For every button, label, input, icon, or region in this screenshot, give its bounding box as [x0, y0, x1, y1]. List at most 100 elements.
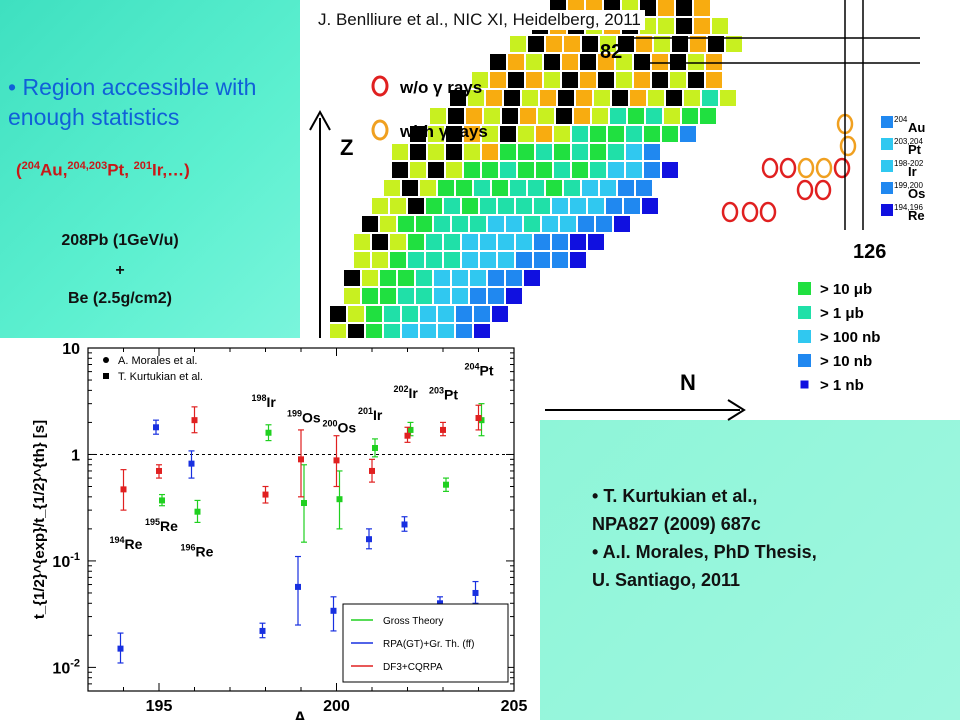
data-point — [159, 497, 165, 504]
map-cell — [504, 90, 520, 106]
map-cell — [522, 90, 538, 106]
data-point — [443, 481, 449, 488]
identified-nuclide-circle — [833, 157, 851, 179]
map-cell — [384, 306, 400, 322]
map-cell — [470, 216, 486, 232]
map-cell — [472, 72, 488, 88]
map-cell — [372, 198, 388, 214]
xs-legend-label: > 1 nb — [820, 377, 864, 394]
z-axis-label: Z — [340, 135, 353, 160]
iso-mass: 199,200 — [894, 181, 923, 190]
data-point — [301, 499, 307, 506]
map-cell — [626, 144, 642, 160]
map-cell — [456, 324, 472, 340]
map-cell — [608, 144, 624, 160]
map-cell — [626, 126, 642, 142]
nuclide-chart: Z N 82 126 w/o γ rays with γ rays 204Au 2… — [309, 0, 925, 421]
identified-nuclide-circle — [759, 201, 777, 223]
iso-mass: 198-202 — [894, 159, 924, 168]
identified-nuclide-circle — [761, 157, 779, 179]
map-cell — [516, 198, 532, 214]
map-cell — [348, 324, 364, 340]
map-cell — [420, 180, 436, 196]
nucleus-annotation: 201Ir — [358, 406, 383, 423]
map-cell — [634, 72, 650, 88]
map-cell — [684, 90, 700, 106]
map-cell — [518, 126, 534, 142]
map-cell — [438, 180, 454, 196]
map-cell — [600, 180, 616, 196]
data-point — [401, 521, 408, 528]
mass-au: 204 — [21, 160, 41, 172]
map-cell — [662, 126, 678, 142]
data-point — [117, 645, 124, 652]
map-cell — [524, 270, 540, 286]
legend-red-circle — [371, 75, 389, 97]
map-cell — [666, 90, 682, 106]
ref-2b: U. Santiago, 2011 — [592, 570, 741, 590]
ref-1: • T. Kurtukian et al., — [592, 486, 758, 506]
map-cell — [452, 288, 468, 304]
data-point — [437, 600, 443, 607]
map-cell — [392, 144, 408, 160]
map-cell — [570, 198, 586, 214]
map-cell — [690, 36, 706, 52]
map-cell — [658, 18, 674, 34]
data-point — [156, 467, 162, 474]
map-cell — [536, 162, 552, 178]
map-cell — [416, 216, 432, 232]
map-cell — [624, 198, 640, 214]
series-legend-label: DF3+CQRPA — [383, 662, 443, 673]
mass-ir: 201 — [133, 160, 152, 172]
map-cell — [526, 54, 542, 70]
map-cell — [612, 90, 628, 106]
map-cell — [430, 108, 446, 124]
series-legend-label: RPA(GT)+Gr. Th. (ff) — [383, 639, 474, 650]
map-cell — [580, 72, 596, 88]
map-cell — [450, 90, 466, 106]
legend-wo-gamma: w/o γ rays — [399, 78, 482, 97]
map-cell — [580, 54, 596, 70]
map-cell — [598, 72, 614, 88]
map-cell — [452, 270, 468, 286]
magic-126-label: 126 — [853, 241, 886, 263]
map-cell — [330, 324, 346, 340]
marker-legend-circle — [103, 357, 109, 363]
ref-1-text: T. Kurtukian et al., — [603, 486, 758, 506]
iso-marker — [881, 204, 893, 216]
map-cell — [482, 144, 498, 160]
map-cell — [680, 126, 696, 142]
map-cell — [614, 216, 630, 232]
map-cell — [642, 198, 658, 214]
map-cell — [464, 144, 480, 160]
map-cell — [410, 126, 426, 142]
nucleus-annotation: 195Re — [145, 517, 178, 534]
map-cell — [390, 252, 406, 268]
map-cell — [446, 162, 462, 178]
iso-symbol: Pt — [908, 142, 922, 157]
map-cell — [470, 270, 486, 286]
map-cell — [552, 198, 568, 214]
map-cell — [644, 162, 660, 178]
map-cell — [616, 54, 632, 70]
map-cell — [434, 270, 450, 286]
x-axis-label: A — [294, 708, 306, 720]
map-cell — [534, 234, 550, 250]
map-cell — [510, 36, 526, 52]
y-tick-label: 10 — [62, 341, 80, 358]
map-cell — [564, 180, 580, 196]
map-cell — [608, 162, 624, 178]
map-cell — [480, 198, 496, 214]
sym-ir: Ir,…) — [152, 160, 190, 180]
map-cell — [682, 108, 698, 124]
references-panel — [540, 420, 960, 720]
marker-legend-square — [103, 373, 109, 379]
marker-legend-label: T. Kurtukian et al. — [118, 371, 203, 383]
y-axis-label: t_{1/2}^{exp}/t_{1/2}^{th} [s] — [31, 420, 48, 619]
beam-line-1: 208Pb (1GeV/u) — [61, 232, 179, 249]
mass-pt: 204,203 — [67, 160, 108, 172]
x-tick-label: 205 — [501, 698, 528, 715]
map-cell — [390, 234, 406, 250]
map-cell — [456, 306, 472, 322]
map-cell — [688, 72, 704, 88]
